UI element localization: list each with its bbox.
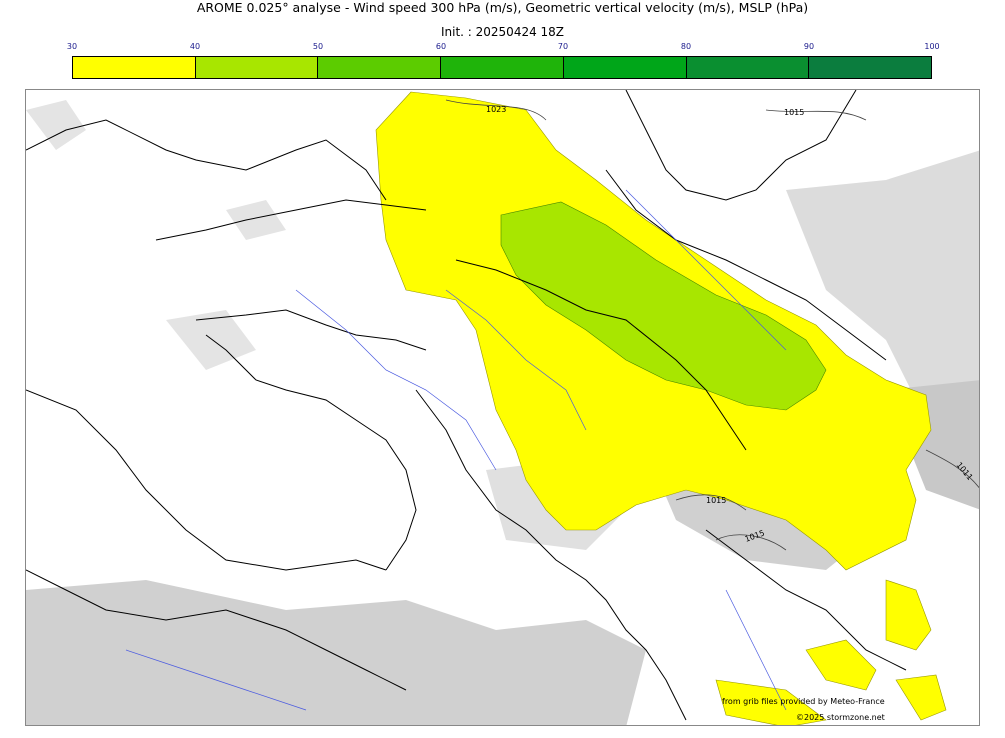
colorbar-segment <box>318 57 442 78</box>
wind-30-40-area <box>895 674 947 721</box>
map-svg: 1023 1015 1011 1015 1015 <box>26 90 979 725</box>
coastline-layer <box>26 90 907 721</box>
colorbar-tick: 70 <box>557 42 569 51</box>
wind-30-40-area <box>715 679 827 725</box>
colorbar-tick: 90 <box>803 42 815 51</box>
wind-40-50-area <box>500 201 827 411</box>
colorbar-segment <box>73 57 196 78</box>
colorbar-segment <box>809 57 932 78</box>
colorbar-tick: 40 <box>189 42 201 51</box>
weather-map: 1023 1015 1011 1015 1015 <box>25 89 980 726</box>
river-layer <box>125 189 787 711</box>
colorbar-segment <box>441 57 564 78</box>
colorbar <box>72 56 932 79</box>
init-time: Init. : 20250424 18Z <box>440 25 565 39</box>
wind-30-40-area <box>805 639 877 691</box>
colorbar-segment <box>563 57 687 78</box>
data-credit: from grib files provided by Meteo-France <box>722 697 885 706</box>
site-credit: ©2025 stormzone.net <box>796 713 885 722</box>
isobar-label: 1015 <box>784 108 804 117</box>
isobar-label: 1023 <box>486 105 506 114</box>
isobar-label: 1015 <box>706 496 726 505</box>
colorbar-tick: 100 <box>924 42 940 51</box>
colorbar-tick: 60 <box>435 42 447 51</box>
colorbar-tick: 50 <box>312 42 324 51</box>
colorbar-segment <box>686 57 810 78</box>
colorbar-tick: 30 <box>66 42 78 51</box>
colorbar-tick: 80 <box>680 42 692 51</box>
isobar-layer <box>445 99 979 551</box>
wind-30-40-area <box>885 579 932 651</box>
chart-title: AROME 0.025° analyse - Wind speed 300 hP… <box>196 0 809 15</box>
colorbar-segment <box>195 57 319 78</box>
